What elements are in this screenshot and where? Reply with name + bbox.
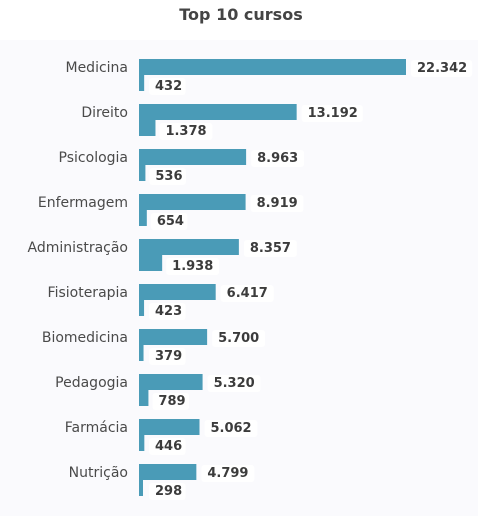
value-label-secondary-group: 432 <box>149 78 186 95</box>
value-label-secondary-group: 423 <box>149 303 186 320</box>
category-label: Medicina <box>65 60 128 76</box>
value-label-secondary-bg <box>149 168 187 185</box>
value-label-secondary: 789 <box>158 394 185 409</box>
value-label-secondary: 536 <box>155 169 182 184</box>
value-label-main-group: 8.919 <box>250 195 304 212</box>
value-label-main: 4.799 <box>207 466 248 481</box>
bar-main <box>139 239 239 255</box>
bar-secondary <box>139 390 149 406</box>
value-label-secondary-group: 1.378 <box>159 123 213 140</box>
chart-title: Top 10 cursos <box>179 5 302 24</box>
value-label-main: 8.357 <box>250 241 291 256</box>
value-label-main-group: 4.799 <box>201 465 255 482</box>
value-label-main: 8.963 <box>257 151 298 166</box>
bar-secondary <box>139 210 147 226</box>
value-label-secondary-group: 298 <box>149 483 186 500</box>
value-label-secondary-bg <box>152 393 190 410</box>
value-label-main: 22.342 <box>417 61 467 76</box>
value-label-main: 5.062 <box>210 421 251 436</box>
value-label-secondary-bg <box>149 303 186 320</box>
bar-main <box>139 464 197 480</box>
value-label-main-bg <box>207 375 261 392</box>
value-label-main-group: 22.342 <box>411 60 473 77</box>
value-label-secondary-group: 789 <box>152 393 190 410</box>
bar-main <box>139 419 200 435</box>
value-label-main-group: 5.062 <box>204 420 258 437</box>
bar-main <box>139 284 216 300</box>
value-label-main-group: 8.963 <box>251 150 305 167</box>
category-label: Psicologia <box>59 150 128 166</box>
bar-main <box>139 149 247 165</box>
value-label-main-bg <box>250 195 304 212</box>
value-label-main-bg <box>201 465 255 482</box>
value-label-secondary: 446 <box>155 439 182 454</box>
value-label-main: 6.417 <box>227 286 268 301</box>
value-label-main-bg <box>212 330 266 347</box>
bar-main <box>139 374 203 390</box>
value-label-secondary-bg <box>159 123 213 140</box>
value-label-main-group: 6.417 <box>220 285 274 302</box>
category-label: Administração <box>28 240 128 256</box>
value-label-secondary-bg <box>149 348 186 365</box>
bar-secondary <box>139 300 145 316</box>
bar-main <box>139 194 246 210</box>
value-label-secondary-group: 1.938 <box>166 258 220 275</box>
category-label: Nutrição <box>69 465 128 481</box>
value-label-secondary-bg <box>166 258 220 275</box>
value-label-main-group: 5.700 <box>212 330 266 347</box>
value-label-secondary-bg <box>149 483 186 500</box>
value-label-secondary: 379 <box>155 349 182 364</box>
value-label-main-group: 13.192 <box>301 105 363 122</box>
bar-main <box>139 104 297 120</box>
category-label: Direito <box>81 105 128 121</box>
value-label-main: 5.320 <box>214 376 255 391</box>
bar-secondary <box>139 345 144 361</box>
value-label-secondary: 1.938 <box>172 259 213 274</box>
value-label-main-group: 5.320 <box>207 375 261 392</box>
value-label-main-group: 8.357 <box>243 240 297 257</box>
bar-main <box>139 59 406 75</box>
value-label-secondary: 432 <box>155 79 182 94</box>
value-label-secondary-group: 379 <box>149 348 186 365</box>
bar-main <box>139 329 208 345</box>
value-label-secondary: 1.378 <box>165 124 206 139</box>
bar-secondary <box>139 165 146 181</box>
value-label-secondary-bg <box>149 438 186 455</box>
bar-secondary <box>139 255 163 271</box>
category-label: Fisioterapia <box>48 285 128 301</box>
bar-secondary <box>139 435 145 451</box>
bar-secondary <box>139 480 143 496</box>
value-label-main-bg <box>301 105 363 122</box>
value-label-secondary: 654 <box>157 214 184 229</box>
category-label: Enfermagem <box>38 195 128 211</box>
value-label-main: 13.192 <box>308 106 358 121</box>
value-label-main-bg <box>243 240 297 257</box>
value-label-main: 8.919 <box>257 196 298 211</box>
value-label-main: 5.700 <box>218 331 259 346</box>
bar-secondary <box>139 120 156 136</box>
value-label-secondary: 423 <box>155 304 182 319</box>
value-label-main-bg <box>204 420 258 437</box>
category-label: Pedagogia <box>55 375 128 391</box>
value-label-secondary-bg <box>149 78 186 95</box>
value-label-secondary-group: 654 <box>150 213 188 230</box>
value-label-main-bg <box>251 150 305 167</box>
value-label-secondary-group: 536 <box>149 168 187 185</box>
value-label-main-bg <box>411 60 473 77</box>
bar-secondary <box>139 75 145 91</box>
category-label: Farmácia <box>65 420 128 436</box>
category-label: Biomedicina <box>42 330 128 346</box>
value-label-secondary-group: 446 <box>149 438 186 455</box>
value-label-secondary: 298 <box>155 484 182 499</box>
value-label-main-bg <box>220 285 274 302</box>
value-label-secondary-bg <box>150 213 188 230</box>
